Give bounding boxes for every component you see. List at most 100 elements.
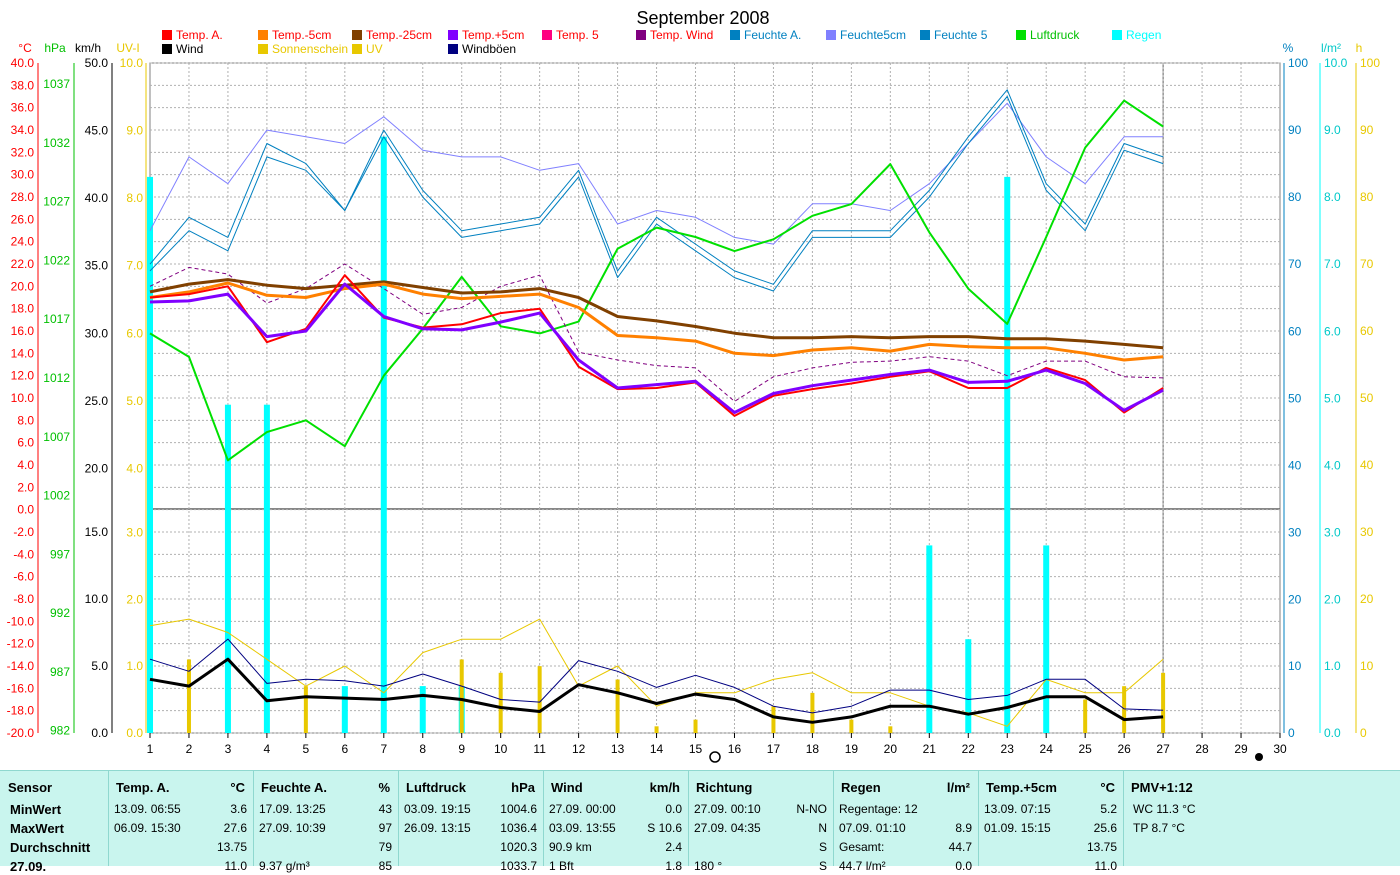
day-tick: 10 <box>494 742 508 756</box>
legend-label: Regen <box>1126 28 1161 42</box>
day-tick: 1 <box>147 742 154 756</box>
rain-bar <box>341 686 348 733</box>
regen-cell-value: 0.0 <box>955 859 972 873</box>
wind-cell-time: 1 Bft <box>549 859 574 873</box>
temp5-cell-value: 13.75 <box>1086 840 1117 854</box>
hpa-tick: 1027 <box>43 195 70 209</box>
richtung-cell-time: 180 ° <box>694 859 723 873</box>
lm2-tick: 6.0 <box>1324 324 1341 338</box>
richtung-header: Richtung <box>696 780 753 795</box>
day-tick: 4 <box>264 742 271 756</box>
luftdruck-cell-time: 03.09. 19:15 <box>404 802 471 816</box>
kmh-tick: 5.0 <box>91 659 108 673</box>
h-tick: 90 <box>1360 123 1374 137</box>
statistics-table: Sensor MinWert MaxWert Durchschnitt 27.0… <box>0 770 1400 874</box>
wind-cell-value: 0.0 <box>665 802 682 816</box>
wind-cell-time: 90.9 km <box>549 840 592 854</box>
feuchte-header: Feuchte A. <box>261 780 327 795</box>
humidity5-line <box>149 89 1164 285</box>
lm2-tick: 4.0 <box>1324 458 1341 472</box>
celsius-tick: -2.0 <box>13 525 34 539</box>
temp5-cell-value: 5.2 <box>1100 802 1117 816</box>
legend-swatch <box>352 30 362 40</box>
legend-label: Feuchte5cm <box>840 28 906 42</box>
feuchte-cell-value: 85 <box>378 859 392 873</box>
uv-tick: 5.0 <box>126 394 143 408</box>
regen-cell-value: 44.7 <box>948 840 972 854</box>
celsius-tick: 22.0 <box>11 257 35 271</box>
day-tick: 25 <box>1078 742 1092 756</box>
wind-cell-value: 2.4 <box>665 840 682 854</box>
uv-tick: 6.0 <box>126 326 143 340</box>
temp_a-cell-value: 13.75 <box>216 840 247 854</box>
wind-cell-time: 03.09. 13:55 <box>549 821 616 835</box>
legend-label: Feuchte 5 <box>934 28 988 42</box>
rain-bar <box>965 639 972 733</box>
day-tick: 19 <box>845 742 859 756</box>
temp_a-cell-time: 06.09. 15:30 <box>114 821 181 835</box>
chart-title: September 2008 <box>636 8 769 28</box>
day-tick: 2 <box>186 742 193 756</box>
temp-plus5cm-line <box>149 282 1164 414</box>
legend-swatch <box>1112 30 1122 40</box>
stats-sensor: Sensor MinWert MaxWert Durchschnitt 27.0… <box>0 771 109 874</box>
day-tick: 7 <box>380 742 387 756</box>
celsius-tick: 16.0 <box>11 324 35 338</box>
wind-cell-value: S 10.6 <box>647 821 682 835</box>
celsius-tick: 26.0 <box>11 212 35 226</box>
legend-swatch <box>162 30 172 40</box>
celsius-tick: 6.0 <box>17 436 34 450</box>
wind-header: Wind <box>551 780 583 795</box>
uv-bar <box>771 706 776 733</box>
stats-temp-a: Temp. A. °C 13.09. 06:55 3.6 06.09. 15:30 27.… <box>108 771 254 873</box>
celsius-tick: -20.0 <box>7 726 35 740</box>
kmh-tick: 0.0 <box>91 726 108 740</box>
stats-sensor-header: Sensor <box>8 780 53 795</box>
hpa-tick: 997 <box>50 547 70 561</box>
pressure-line <box>149 99 1164 462</box>
hpa-tick: 1012 <box>43 371 70 385</box>
rain-bar <box>1004 176 1011 733</box>
moon-markers <box>709 751 1263 763</box>
uv-tick: 3.0 <box>126 525 143 539</box>
legend-label: Temp.-25cm <box>366 28 432 42</box>
legend-label: Temp.+5cm <box>462 28 524 42</box>
celsius-tick: -10.0 <box>7 614 35 628</box>
feuchte-cell-time: 27.09. 10:39 <box>259 821 326 835</box>
temp_a-cell-value: 3.6 <box>230 802 247 816</box>
uv-tick: 7.0 <box>126 259 143 273</box>
legend-swatch <box>352 44 362 54</box>
regen-cell-time: Gesamt: <box>839 840 885 854</box>
celsius-tick: 18.0 <box>11 302 35 316</box>
hpa-tick: 1037 <box>43 77 70 91</box>
stats-wind: Wind km/h 27.09. 00:00 0.0 03.09. 13:55 S 10.… <box>543 771 689 873</box>
day-tick: 30 <box>1273 742 1287 756</box>
lm2-tick: 8.0 <box>1324 190 1341 204</box>
feuchte-cell-time: 9.37 g/m³ <box>259 859 310 873</box>
temp-5cm-line <box>149 281 1164 362</box>
celsius-tick: 32.0 <box>11 145 35 159</box>
row-label-max: MaxWert <box>10 821 64 836</box>
celsius-tick: -4.0 <box>13 547 34 561</box>
feuchte-cell-time: 17.09. 13:25 <box>259 802 326 816</box>
kmh-tick: 35.0 <box>85 259 109 273</box>
feuchte-cell-value: 97 <box>378 821 392 835</box>
feuchte-cell-value: 43 <box>378 802 392 816</box>
celsius-tick: 0.0 <box>17 503 34 517</box>
day-tick: 24 <box>1040 742 1054 756</box>
axis-header-celsius: °C <box>18 41 32 55</box>
rain-bar <box>419 686 426 733</box>
legend-swatch <box>448 30 458 40</box>
kmh-tick: 45.0 <box>85 124 109 138</box>
rain-bar <box>380 136 387 733</box>
percent-tick: 20 <box>1288 592 1302 606</box>
lm2-tick: 0.0 <box>1324 726 1341 740</box>
temp_a-cell-value: 27.6 <box>223 821 247 835</box>
legend-label: Luftdruck <box>1030 28 1080 42</box>
axes: 40.038.036.034.032.030.028.026.024.022.0… <box>7 56 1381 756</box>
humidity5cm-line <box>149 102 1164 245</box>
celsius-tick: -8.0 <box>13 592 34 606</box>
axis-header-lm2: l/m² <box>1321 41 1341 55</box>
legend-swatch <box>542 30 552 40</box>
day-tick: 29 <box>1234 742 1248 756</box>
